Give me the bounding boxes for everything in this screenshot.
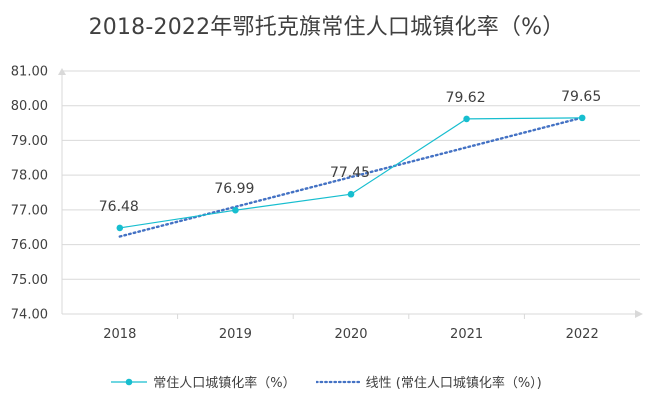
- y-tick-labels: 74.00 75.00 76.00 77.00 78.00 79.00 80.00 81.00: [11, 65, 48, 323]
- data-label: 76.48: [99, 199, 139, 215]
- x-tick-label: 2021: [450, 327, 483, 342]
- legend-trendline-icon: [315, 380, 360, 383]
- x-tick-label: 2020: [334, 327, 367, 342]
- y-tick-label: 81.00: [11, 65, 48, 80]
- legend-item-trendline: 线性 (常住人口城镇化率（%）): [315, 372, 542, 391]
- data-labels: 76.48 76.99 77.45 79.62 79.65: [99, 89, 601, 215]
- data-label: 77.45: [330, 165, 370, 181]
- data-point: [116, 224, 124, 232]
- x-tick-labels: 2018 2019 2020 2021 2022: [103, 327, 598, 342]
- legend: 常住人口城镇化率（%） 线性 (常住人口城镇化率（%）): [0, 372, 653, 391]
- axes: [58, 68, 643, 319]
- gridlines: [62, 70, 640, 280]
- y-tick-label: 79.00: [11, 134, 48, 149]
- x-axis-arrow-icon: [635, 310, 643, 318]
- x-tick-label: 2018: [103, 327, 136, 342]
- data-point: [347, 190, 355, 198]
- x-tick-label: 2019: [219, 327, 252, 342]
- data-point: [232, 206, 239, 214]
- y-axis-arrow-icon: [58, 68, 66, 75]
- x-tick-label: 2022: [566, 327, 599, 342]
- legend-item-series: 常住人口城镇化率（%）: [111, 372, 296, 391]
- data-point: [578, 114, 586, 122]
- y-tick-label: 74.00: [11, 308, 48, 323]
- legend-series-marker-icon: [111, 378, 148, 385]
- y-tick-label: 77.00: [11, 203, 48, 218]
- legend-trendline-label: 线性 (常住人口城镇化率（%）): [365, 376, 542, 391]
- chart-title: 2018-2022年鄂托克旗常住人口城镇化率（%）: [88, 15, 565, 40]
- data-label: 79.62: [446, 90, 486, 106]
- y-tick-label: 75.00: [11, 273, 48, 288]
- legend-series-label: 常住人口城镇化率（%）: [153, 376, 296, 391]
- data-label: 79.65: [561, 89, 601, 105]
- data-label: 76.99: [214, 181, 254, 197]
- y-tick-label: 78.00: [11, 169, 48, 184]
- y-tick-label: 76.00: [11, 238, 48, 253]
- data-point: [463, 115, 470, 123]
- series-lines: [116, 114, 586, 238]
- y-tick-label: 80.00: [11, 99, 48, 114]
